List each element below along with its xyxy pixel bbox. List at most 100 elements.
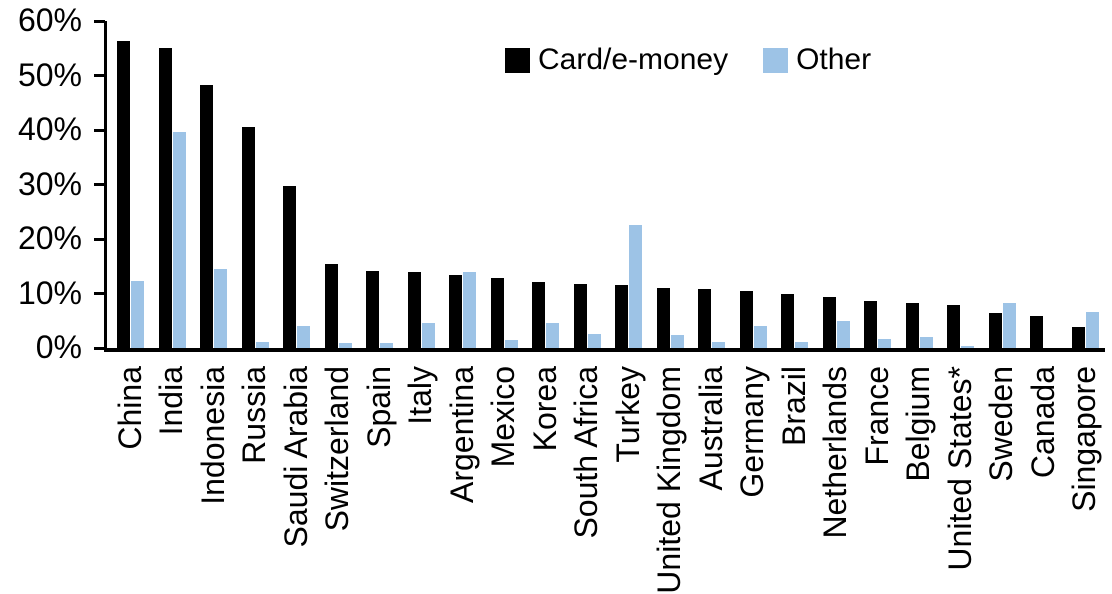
x-axis-label: China bbox=[111, 366, 148, 450]
x-axis-label-slot: Brazil bbox=[774, 366, 816, 594]
x-axis-label-slot: Mexico bbox=[484, 366, 526, 594]
x-axis-label-slot: France bbox=[857, 366, 899, 594]
bar-card-emoney bbox=[158, 48, 172, 348]
bar-group bbox=[110, 0, 152, 348]
bar-other bbox=[1002, 303, 1016, 348]
bar-other bbox=[753, 326, 767, 348]
bar-group bbox=[940, 0, 982, 348]
x-axis-label: Saudi Arabia bbox=[277, 366, 314, 548]
bar-card-emoney bbox=[532, 281, 546, 348]
bar-other bbox=[504, 340, 518, 348]
x-axis-label-slot: Belgium bbox=[899, 366, 941, 594]
bar-group bbox=[816, 0, 858, 348]
x-axis-label: United Kingdom bbox=[651, 366, 688, 594]
bar-group bbox=[525, 0, 567, 348]
x-axis-label: Turkey bbox=[609, 366, 646, 463]
bar-card-emoney bbox=[1071, 326, 1085, 348]
bar-group bbox=[733, 0, 775, 348]
bar-card-emoney bbox=[905, 303, 919, 348]
x-axis-label-slot: Sweden bbox=[982, 366, 1024, 594]
x-axis-label-slot: Russia bbox=[235, 366, 277, 594]
bar-other bbox=[380, 342, 394, 348]
x-axis-label: Argentina bbox=[443, 366, 480, 503]
x-axis-label: United States* bbox=[941, 366, 978, 571]
bar-card-emoney bbox=[283, 185, 297, 348]
legend-label-other: Other bbox=[796, 43, 872, 76]
bar-card-emoney bbox=[822, 297, 836, 348]
bar-group bbox=[608, 0, 650, 348]
x-axis-label: Sweden bbox=[983, 366, 1020, 482]
legend: Card/e-money Other bbox=[505, 45, 871, 75]
bar-card-emoney bbox=[407, 271, 421, 348]
legend-item-card-emoney: Card/e-money bbox=[505, 45, 728, 75]
bar-card-emoney bbox=[698, 289, 712, 348]
x-axis-label-slot: Australia bbox=[691, 366, 733, 594]
bar-other bbox=[670, 334, 684, 348]
x-axis-label: Australia bbox=[692, 366, 729, 491]
bar-group bbox=[982, 0, 1024, 348]
x-axis-label-slot: Indonesia bbox=[193, 366, 235, 594]
bar-group bbox=[276, 0, 318, 348]
y-axis-tick-label: 40% bbox=[17, 111, 82, 147]
bar-group bbox=[442, 0, 484, 348]
legend-item-other: Other bbox=[763, 45, 871, 75]
bar-other bbox=[836, 320, 850, 348]
bar-group bbox=[484, 0, 526, 348]
bar-group bbox=[235, 0, 277, 348]
bar-group bbox=[1065, 0, 1107, 348]
bar-other bbox=[795, 341, 809, 348]
x-axis-label: Germany bbox=[734, 366, 771, 498]
bar-group bbox=[650, 0, 692, 348]
x-axis-label: Russia bbox=[236, 366, 273, 464]
x-axis-label: Switzerland bbox=[319, 366, 356, 532]
x-axis-label: Mexico bbox=[485, 366, 522, 468]
bar-card-emoney bbox=[449, 275, 463, 348]
x-axis-label-slot: South Africa bbox=[567, 366, 609, 594]
y-axis-tick bbox=[94, 74, 105, 77]
y-axis-tick bbox=[94, 19, 105, 23]
legend-swatch-card-emoney bbox=[505, 47, 530, 73]
bar-card-emoney bbox=[324, 263, 338, 348]
bar-card-emoney bbox=[947, 304, 961, 348]
x-axis-label: India bbox=[153, 366, 190, 436]
bar-other bbox=[214, 269, 228, 348]
bar-other bbox=[1085, 311, 1099, 348]
x-axis-label: Indonesia bbox=[194, 366, 231, 505]
bar-card-emoney bbox=[241, 127, 255, 348]
bar-group bbox=[359, 0, 401, 348]
bar-card-emoney bbox=[739, 290, 753, 348]
bar-other bbox=[297, 326, 311, 348]
bar-other bbox=[587, 334, 601, 348]
bar-card-emoney bbox=[1030, 315, 1044, 348]
plot-area bbox=[110, 0, 1106, 348]
legend-swatch-other bbox=[763, 47, 789, 73]
x-axis-label-slot: Germany bbox=[733, 366, 775, 594]
x-axis-labels: China India Indonesia Russia Saudi Arabia Swi… bbox=[110, 366, 1106, 594]
x-axis-label: Spain bbox=[360, 366, 397, 448]
bar-group bbox=[152, 0, 194, 348]
y-axis-tick bbox=[94, 292, 105, 295]
bar-card-emoney bbox=[781, 293, 795, 348]
bar-card-emoney bbox=[490, 277, 504, 348]
bar-group bbox=[401, 0, 443, 348]
bar-group bbox=[1023, 0, 1065, 348]
bar-other bbox=[546, 322, 560, 348]
y-axis-tick-label: 50% bbox=[17, 56, 82, 93]
x-axis-label-slot: United Kingdom bbox=[650, 366, 692, 594]
bar-group bbox=[193, 0, 235, 348]
bar-other bbox=[961, 346, 975, 348]
bar-card-emoney bbox=[366, 271, 380, 348]
bar-group bbox=[774, 0, 816, 348]
bar-group bbox=[318, 0, 360, 348]
y-axis-tick bbox=[94, 183, 105, 186]
x-axis-label-slot: United States* bbox=[940, 366, 982, 594]
bar-card-emoney bbox=[573, 284, 587, 348]
bar-other bbox=[255, 342, 269, 348]
y-axis-tick bbox=[94, 346, 105, 350]
bar-other bbox=[712, 342, 726, 348]
y-axis-tick bbox=[94, 237, 105, 241]
y-axis-line bbox=[104, 21, 107, 352]
y-axis-tick-label: 20% bbox=[17, 220, 82, 256]
y-axis-tick-label: 30% bbox=[17, 165, 82, 202]
bar-card-emoney bbox=[656, 288, 670, 348]
